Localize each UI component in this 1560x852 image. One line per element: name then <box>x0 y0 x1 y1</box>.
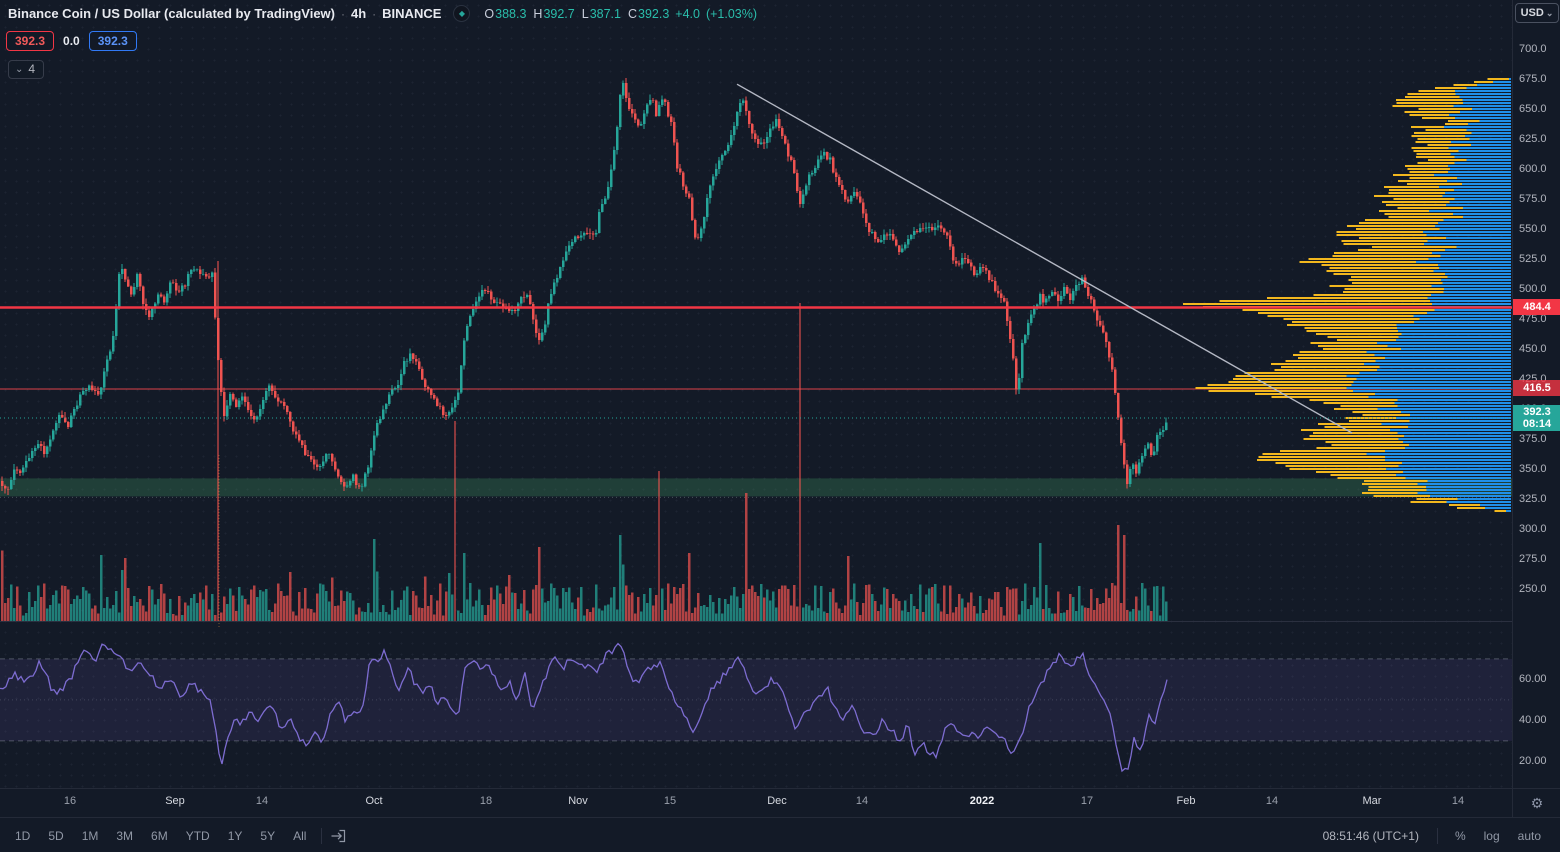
chevron-down-icon: ⌄ <box>1545 7 1554 18</box>
price-tick: 350.0 <box>1519 463 1547 475</box>
price-tick: 300.0 <box>1519 523 1547 535</box>
bnb-coin-icon: ◆ <box>453 5 471 22</box>
hidden-indicator-count: 4 <box>28 62 36 76</box>
price-tick: 275.0 <box>1519 553 1547 565</box>
sell-price-badge[interactable]: 392.3 <box>6 31 55 51</box>
change-percent: (+1.03%) <box>705 6 758 21</box>
time-tick: 16 <box>63 795 77 807</box>
auto-scale-button[interactable]: auto <box>1517 828 1541 843</box>
last-price-value: 392.3 <box>1523 406 1551 418</box>
separator-dot: · <box>341 6 345 21</box>
volume-bars <box>1 493 1168 621</box>
alert-price-badge[interactable]: 416.5 <box>1513 380 1560 396</box>
session-clock[interactable]: 08:51:46 (UTC+1) <box>1322 828 1419 843</box>
range-button-6m[interactable]: 6M <box>151 828 168 843</box>
last-price-badge: 392.3 08:14 <box>1513 405 1560 431</box>
axis-settings-corner[interactable]: ⚙ <box>1512 788 1560 818</box>
price-tick: 550.0 <box>1519 223 1547 235</box>
range-button-1m[interactable]: 1M <box>81 828 99 843</box>
price-tick: 700.0 <box>1519 43 1547 55</box>
ohlc-values: O388.3 H392.7 L387.1 C392.3 <box>484 6 670 21</box>
indicator-tick: 40.00 <box>1519 714 1547 726</box>
price-tick: 650.0 <box>1519 103 1547 115</box>
indicator-tick: 60.00 <box>1519 673 1547 685</box>
bar-countdown: 08:14 <box>1522 418 1552 430</box>
time-tick: 14 <box>255 795 269 807</box>
range-button-5d[interactable]: 5D <box>48 828 64 843</box>
descending-trendline <box>736 83 1353 434</box>
price-axis[interactable]: USD ⌄ 700.0 675.0 650.0 625.0 600.0 575.0 550.… <box>1512 0 1560 788</box>
candlesticks <box>1 77 1168 495</box>
time-tick: Feb <box>1176 795 1196 807</box>
price-tick: 675.0 <box>1519 73 1547 85</box>
time-tick: 18 <box>479 795 493 807</box>
range-button-all[interactable]: All <box>293 828 307 843</box>
currency-selector[interactable]: USD ⌄ <box>1515 3 1559 23</box>
go-to-date-icon[interactable] <box>330 828 347 844</box>
log-scale-button[interactable]: log <box>1483 828 1500 843</box>
symbol-title[interactable]: Binance Coin / US Dollar (calculated by … <box>8 6 335 21</box>
time-tick: Mar <box>1362 795 1382 807</box>
bottom-toolbar: 1D 5D 1M 3M 6M YTD 1Y 5Y All 08:51:46 (UTC+1) % … <box>0 817 1560 852</box>
rsi-line <box>0 642 1168 773</box>
time-tick: Nov <box>568 795 588 807</box>
time-tick: 14 <box>855 795 869 807</box>
indicator-tick: 20.00 <box>1519 755 1547 767</box>
resistance-price-badge[interactable]: 484.4 <box>1513 299 1560 315</box>
toolbar-right: 08:51:46 (UTC+1) % log auto <box>1323 826 1560 846</box>
price-tick: 525.0 <box>1519 253 1547 265</box>
price-tick: 600.0 <box>1519 163 1547 175</box>
time-tick: 2022 <box>969 795 995 807</box>
time-tick: Oct <box>365 795 383 807</box>
price-tick: 500.0 <box>1519 283 1547 295</box>
time-tick: 14 <box>1265 795 1279 807</box>
price-tick: 250.0 <box>1519 583 1547 595</box>
chart-area: Binance Coin / US Dollar (calculated by … <box>0 0 1512 788</box>
price-tick: 625.0 <box>1519 133 1547 145</box>
time-tick: 17 <box>1080 795 1094 807</box>
chart-canvas[interactable] <box>0 0 1512 788</box>
price-tick: 375.0 <box>1519 433 1547 445</box>
percent-scale-button[interactable]: % <box>1454 828 1466 843</box>
rsi-band <box>0 658 1512 741</box>
separator-dot: · <box>372 6 377 21</box>
support-zone <box>0 478 1512 497</box>
exchange-label[interactable]: BINANCE <box>382 6 442 21</box>
range-button-5y[interactable]: 5Y <box>260 828 276 843</box>
volume-profile <box>1182 78 1511 513</box>
price-tick: 450.0 <box>1519 343 1547 355</box>
range-button-3m[interactable]: 3M <box>116 828 134 843</box>
range-button-1d[interactable]: 1D <box>15 828 31 843</box>
time-tick: Dec <box>767 795 787 807</box>
currency-label: USD <box>1520 7 1544 19</box>
position-qty-label: 0.0 <box>63 34 80 48</box>
price-tick: 325.0 <box>1519 493 1547 505</box>
order-price-badges: 392.3 0.0 392.3 <box>6 31 137 51</box>
price-tick: 475.0 <box>1519 313 1547 325</box>
symbol-legend: Binance Coin / US Dollar (calculated by … <box>8 5 757 22</box>
price-tick: 575.0 <box>1519 193 1547 205</box>
toolbar-divider <box>1436 827 1438 844</box>
change-value: +4.0 <box>675 6 700 21</box>
gear-icon[interactable]: ⚙ <box>1530 795 1544 811</box>
timeframe-label[interactable]: 4h <box>351 6 367 21</box>
time-tick: 14 <box>1451 795 1465 807</box>
chevron-down-icon: ⌄ <box>15 63 24 75</box>
buy-price-badge[interactable]: 392.3 <box>88 31 137 51</box>
time-tick: 15 <box>663 795 677 807</box>
time-axis[interactable]: 16 Sep 14 Oct 18 Nov 15 Dec 14 2022 17 Feb 14 Mar 14 <box>0 788 1512 818</box>
toolbar-divider <box>321 827 323 844</box>
indicators-collapse-button[interactable]: ⌄ 4 <box>8 60 45 79</box>
range-button-1y[interactable]: 1Y <box>227 828 243 843</box>
range-buttons: 1D 5D 1M 3M 6M YTD 1Y 5Y All <box>0 826 313 846</box>
time-tick: Sep <box>165 795 185 807</box>
range-button-ytd[interactable]: YTD <box>185 828 210 843</box>
